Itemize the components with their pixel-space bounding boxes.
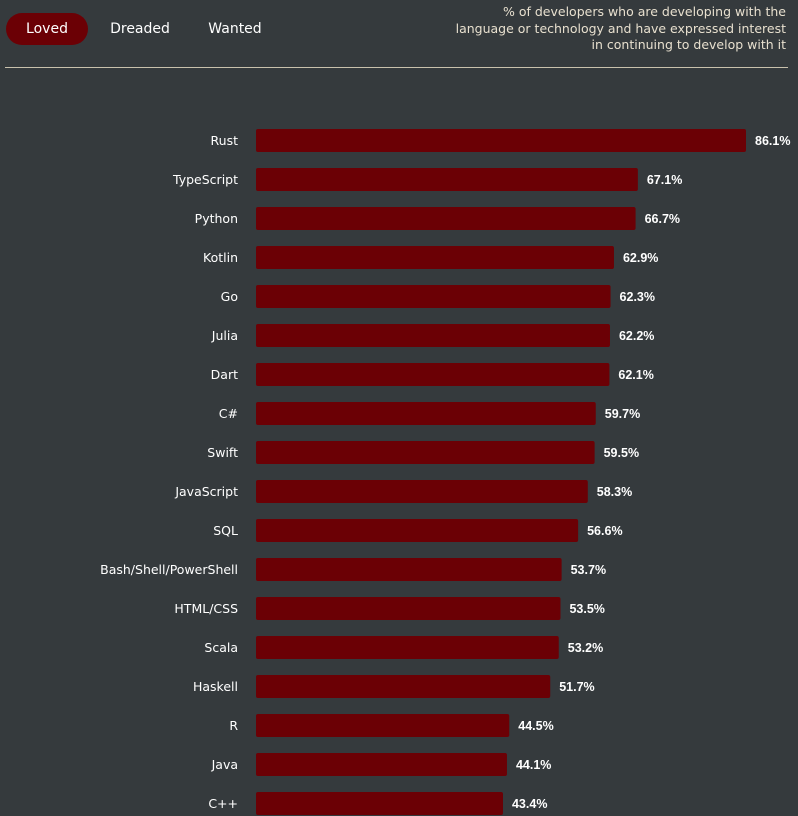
value-label: 67.1% xyxy=(647,173,682,187)
category-label: R xyxy=(229,718,238,733)
category-label: TypeScript xyxy=(172,172,238,187)
bar xyxy=(256,207,636,230)
category-label: Swift xyxy=(207,445,238,460)
category-label: Rust xyxy=(211,133,239,148)
bar xyxy=(256,168,638,191)
bar xyxy=(256,480,588,503)
bar xyxy=(256,246,614,269)
category-label: SQL xyxy=(213,523,238,538)
category-label: Java xyxy=(211,757,238,772)
chart-description: % of developers who are developing with … xyxy=(455,4,786,52)
bar xyxy=(256,636,559,659)
bar xyxy=(256,597,561,620)
value-label: 51.7% xyxy=(559,680,594,694)
category-label: Go xyxy=(221,289,238,304)
bar xyxy=(256,792,503,815)
value-label: 44.1% xyxy=(516,758,551,772)
bar xyxy=(256,324,610,347)
value-label: 86.1% xyxy=(755,134,790,148)
bar xyxy=(256,363,610,386)
bar xyxy=(256,441,595,464)
divider xyxy=(5,67,788,68)
category-label: Python xyxy=(195,211,238,226)
tab-bar: Loved Dreaded Wanted xyxy=(6,13,278,45)
category-label: JavaScript xyxy=(174,484,238,499)
value-label: 59.5% xyxy=(604,446,639,460)
tab-loved[interactable]: Loved xyxy=(6,13,88,45)
value-label: 62.9% xyxy=(623,251,658,265)
value-label: 62.3% xyxy=(620,290,655,304)
value-label: 53.7% xyxy=(571,563,606,577)
bar xyxy=(256,558,562,581)
value-label: 59.7% xyxy=(605,407,640,421)
value-label: 58.3% xyxy=(597,485,632,499)
category-label: Haskell xyxy=(193,679,238,694)
category-label: Scala xyxy=(204,640,238,655)
category-label: Bash/Shell/PowerShell xyxy=(100,562,238,577)
value-label: 62.1% xyxy=(618,368,653,382)
value-label: 56.6% xyxy=(587,524,622,538)
bar xyxy=(256,402,596,425)
tab-dreaded[interactable]: Dreaded xyxy=(110,21,170,37)
value-label: 43.4% xyxy=(512,797,547,811)
bar xyxy=(256,129,746,152)
bar xyxy=(256,285,611,308)
bar xyxy=(256,714,510,737)
category-label: C# xyxy=(219,406,238,421)
category-label: Julia xyxy=(211,328,238,343)
category-label: Dart xyxy=(211,367,238,382)
bar xyxy=(256,675,551,698)
value-label: 62.2% xyxy=(619,329,654,343)
tab-wanted[interactable]: Wanted xyxy=(208,21,262,37)
value-label: 53.5% xyxy=(569,602,604,616)
category-label: HTML/CSS xyxy=(174,601,238,616)
value-label: 66.7% xyxy=(645,212,680,226)
value-label: 53.2% xyxy=(568,641,603,655)
value-label: 44.5% xyxy=(518,719,553,733)
category-label: C++ xyxy=(208,796,238,811)
category-label: Kotlin xyxy=(203,250,238,265)
bar xyxy=(256,519,579,542)
bar xyxy=(256,753,507,776)
